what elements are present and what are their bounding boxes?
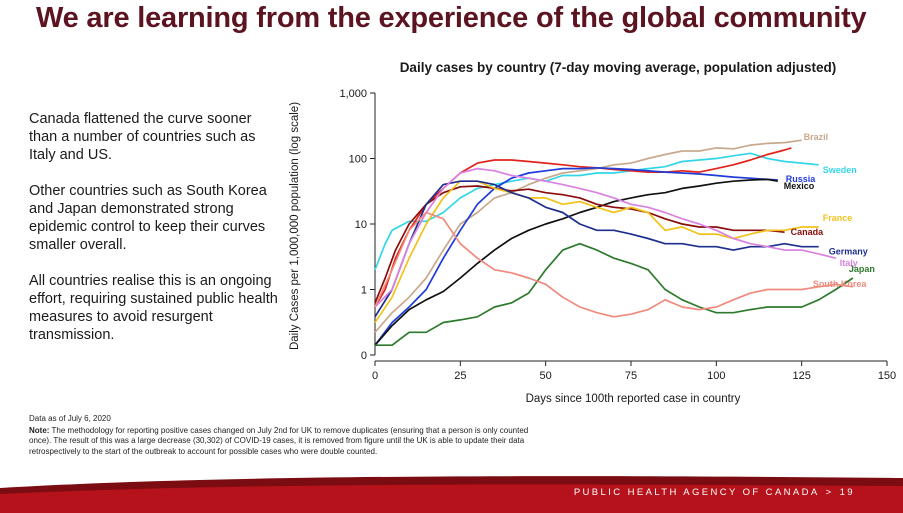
paragraph-korea-japan: Other countries such as South Korea and …	[29, 183, 267, 253]
y-axis-label: Daily Cases per 1,000,000 population (lo…	[289, 102, 301, 350]
y-tick-label: 1	[361, 285, 367, 297]
series-label-mexico: Mexico	[784, 181, 815, 191]
series-line-south-korea	[374, 211, 854, 318]
series-label-france: France	[823, 213, 853, 223]
y-tick-label: 1,000	[339, 88, 367, 100]
x-tick-label: 150	[878, 370, 896, 382]
series-label-canada: Canada	[791, 227, 825, 237]
x-tick-label: 0	[372, 370, 378, 382]
x-axis-label: Days since 100th reported case in countr…	[526, 393, 741, 405]
x-tick-label: 50	[540, 370, 552, 382]
series-label-sweden: Sweden	[823, 165, 857, 175]
daily-cases-chart: Daily cases by country (7-day moving ave…	[289, 60, 896, 405]
series-line-brazil	[374, 139, 802, 333]
methodology-note: Note: The methodology for reporting posi…	[29, 426, 529, 458]
slide-title: We are learning from the experience of t…	[36, 2, 867, 34]
y-tick-label: 100	[349, 154, 367, 166]
series-line-us	[374, 147, 792, 308]
body-text: Canada flattened the curve sooner than a…	[29, 110, 279, 362]
footer-separator: >	[825, 487, 834, 498]
series-label-italy: Italy	[840, 258, 858, 268]
series-line-japan	[375, 242, 854, 347]
series-line-france	[374, 180, 819, 323]
footer: PUBLIC HEALTH AGENCY OF CANADA >19	[574, 487, 855, 498]
data-date: Data as of July 6, 2020	[29, 414, 111, 423]
series-label-russia: Russia	[786, 174, 817, 184]
note-text: The methodology for reporting positive c…	[29, 425, 529, 456]
paragraph-canada: Canada flattened the curve sooner than a…	[29, 111, 256, 163]
series-line-russia	[374, 166, 778, 346]
series-line-mexico	[374, 178, 778, 346]
footnote: Data as of July 6, 2020 Note: The method…	[29, 414, 529, 457]
paragraph-ongoing-effort: All countries realise this is an ongoing…	[29, 273, 278, 343]
x-tick-label: 25	[454, 370, 466, 382]
series-label-japan: Japan	[849, 264, 875, 274]
series-line-italy	[374, 167, 837, 308]
y-tick-label: 10	[355, 219, 367, 231]
x-tick-label: 75	[625, 370, 637, 382]
footer-agency: PUBLIC HEALTH AGENCY OF CANADA	[573, 487, 820, 498]
footer-wave-front	[0, 484, 903, 513]
note-label: Note:	[29, 425, 50, 435]
y-tick-label: 0	[361, 350, 367, 362]
series-label-brazil: Brazil	[804, 132, 829, 142]
chart-title: Daily cases by country (7-day moving ave…	[400, 60, 837, 75]
footer-band	[0, 476, 903, 513]
series-label-germany: Germany	[829, 247, 868, 257]
page-number: 19	[839, 487, 855, 498]
series-line-canada	[374, 185, 785, 304]
x-tick-label: 100	[707, 370, 725, 382]
series-line-sweden	[374, 152, 819, 271]
series-label-south-korea: South Korea	[813, 279, 867, 289]
x-tick-label: 125	[792, 370, 810, 382]
